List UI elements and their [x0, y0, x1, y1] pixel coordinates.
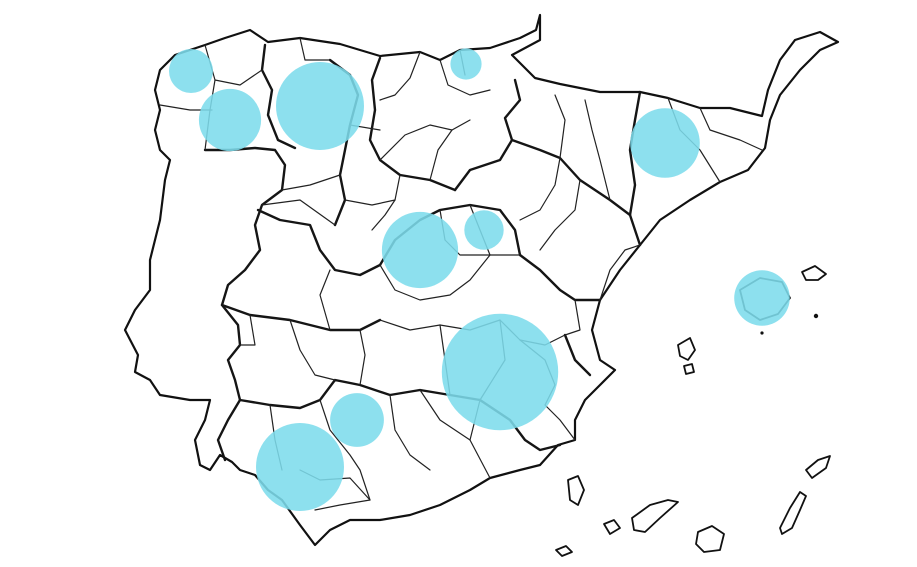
portugal-border — [203, 146, 287, 462]
bubble-madrid — [381, 211, 459, 289]
gran-canaria-island — [695, 525, 725, 553]
bubble-mallorca — [734, 270, 790, 326]
dragonera-dot — [760, 331, 764, 335]
bubble-lleida — [630, 108, 700, 178]
formentera-island — [683, 363, 695, 375]
bubble-lugo — [198, 88, 262, 152]
bubble-albacete — [441, 313, 559, 431]
bubble-bizkaia — [450, 48, 482, 80]
la-palma-island — [567, 475, 585, 506]
el-hierro-island — [555, 545, 573, 557]
la-gomera-island — [603, 519, 621, 535]
bubble-guadalajara — [464, 210, 504, 250]
bubble-layer — [169, 48, 790, 511]
menorca-island — [801, 265, 827, 281]
bubble-a-coruna — [169, 49, 213, 93]
bubble-leon — [276, 62, 364, 150]
ibiza-island — [677, 337, 696, 361]
bubble-cordoba — [330, 393, 384, 447]
fuerteventura-island — [779, 491, 807, 535]
tenerife-island — [631, 499, 679, 533]
canary-islands — [555, 455, 831, 557]
bubble-sevilla — [256, 423, 344, 511]
lanzarote-island — [805, 455, 831, 479]
cabrera-dot — [813, 313, 819, 319]
